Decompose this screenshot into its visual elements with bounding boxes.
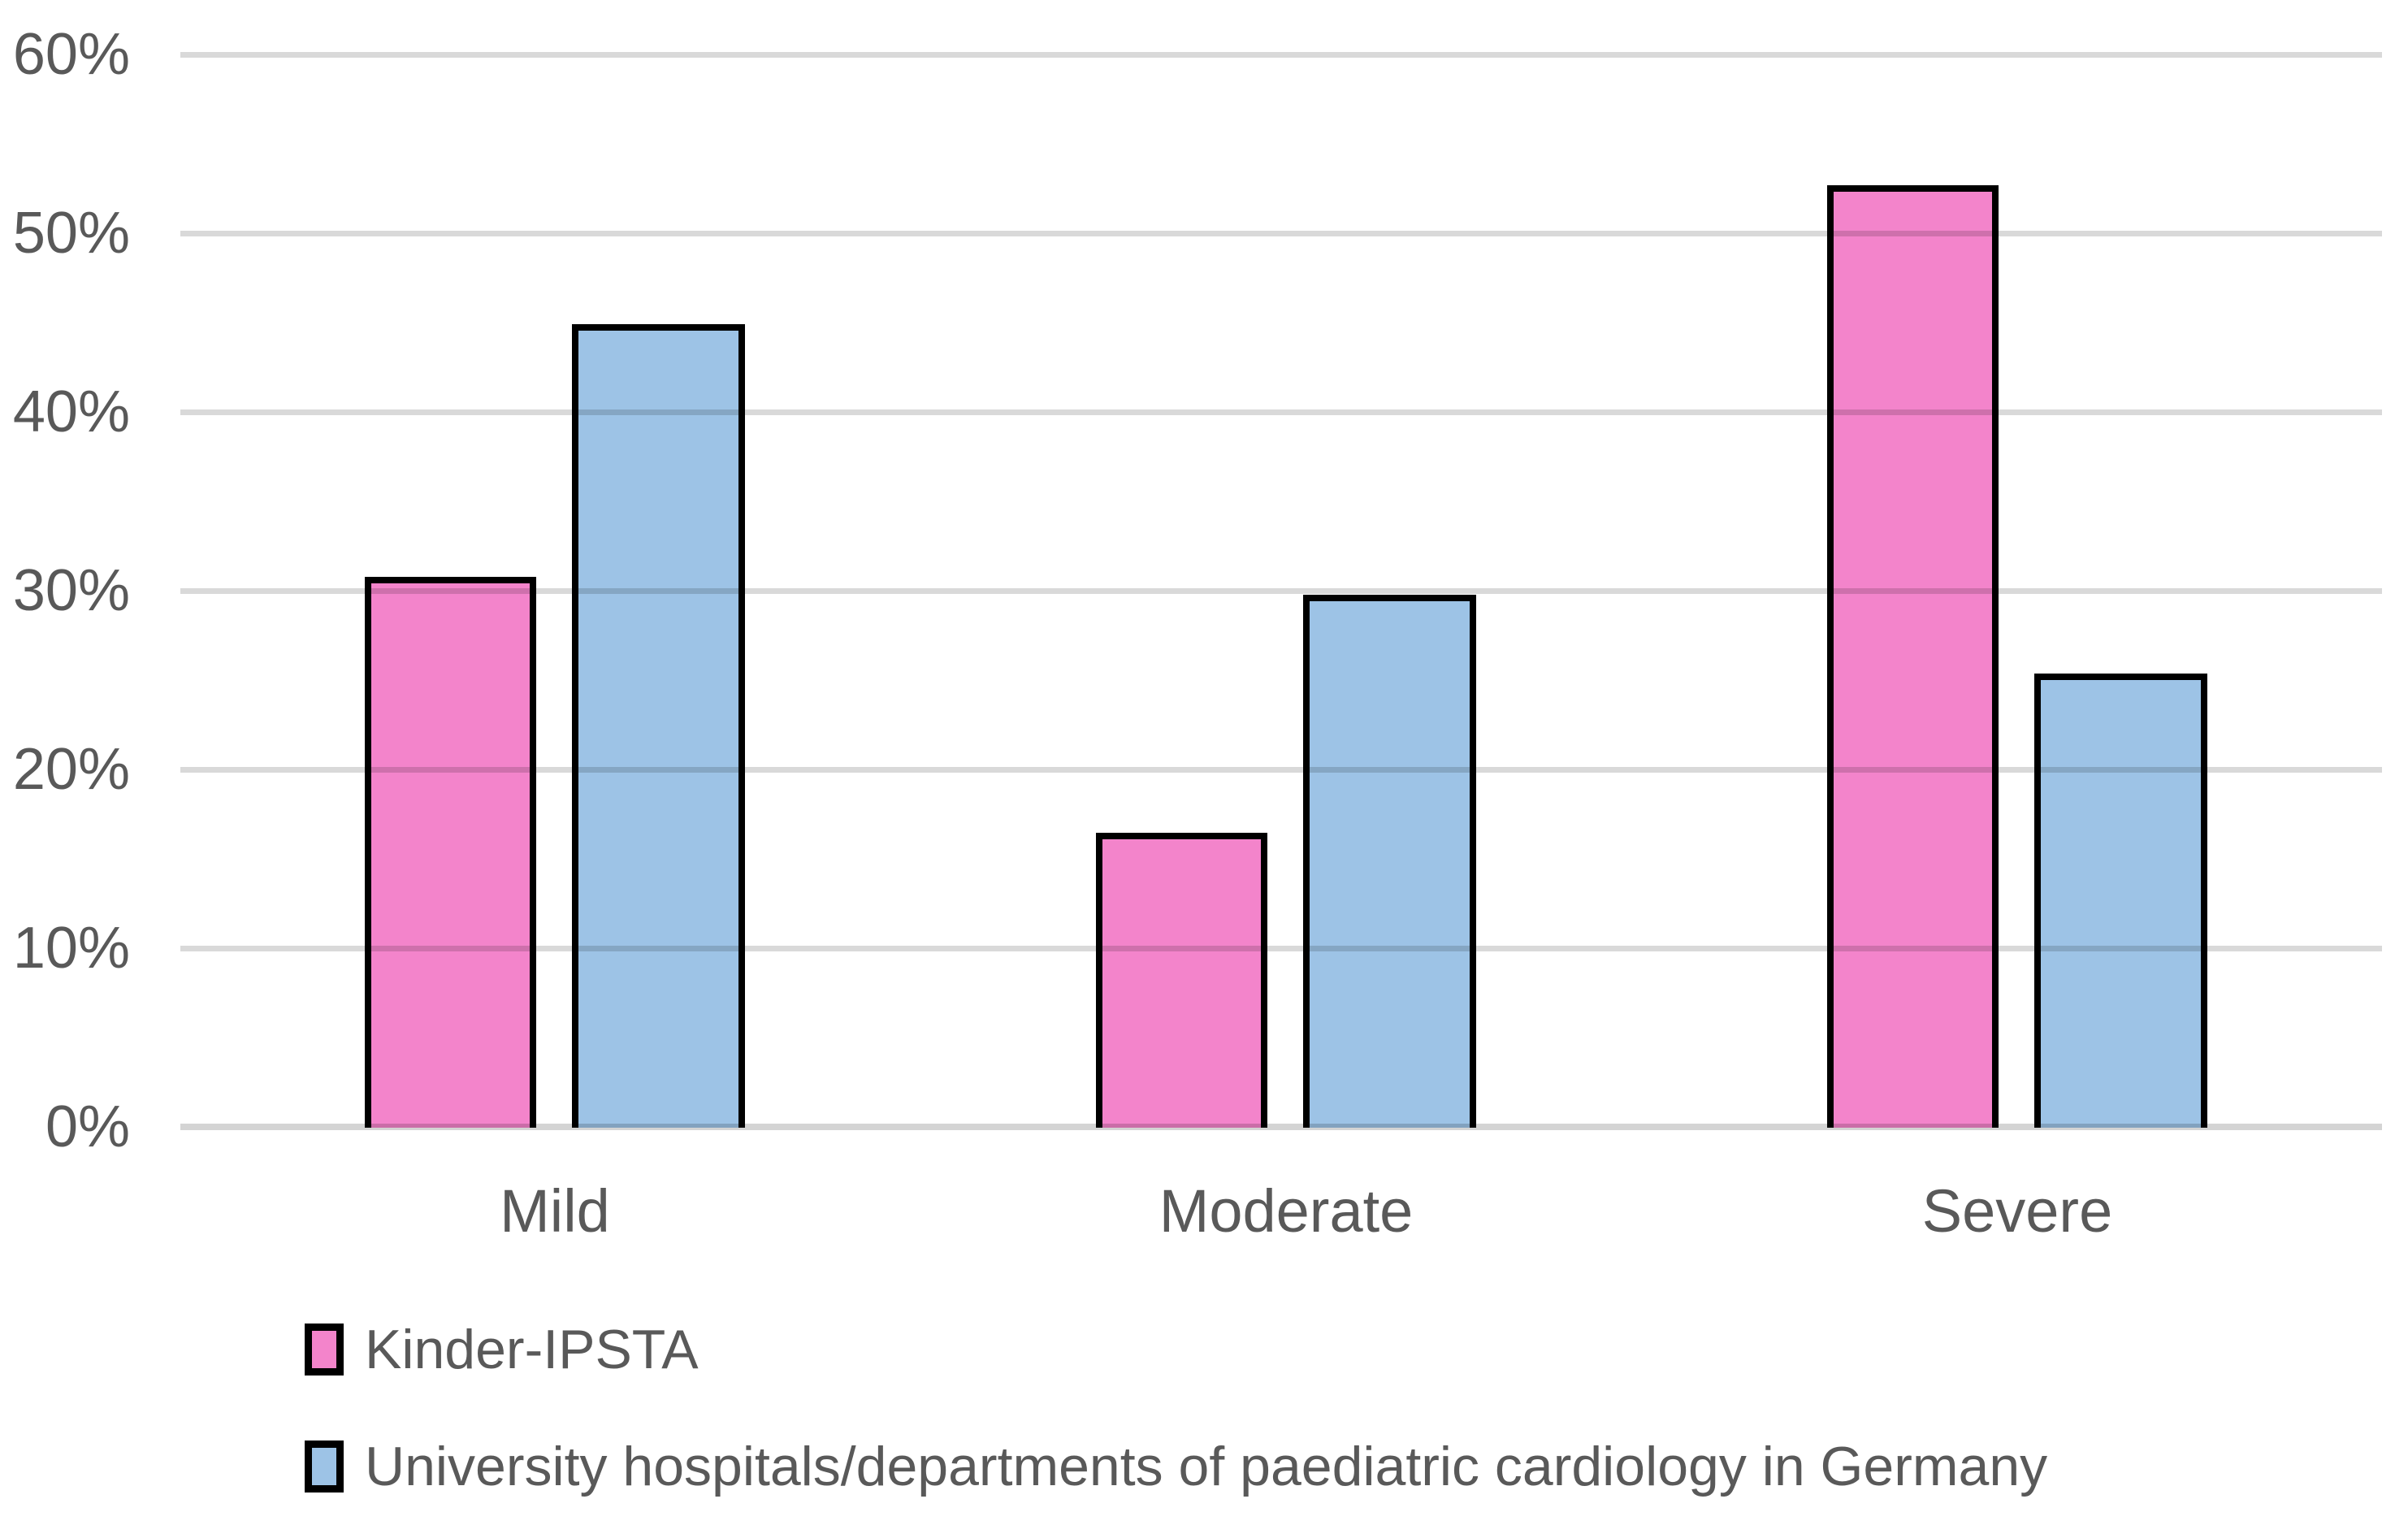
gridline: [180, 946, 2382, 951]
legend-swatch-kinder-ipsta: [305, 1324, 344, 1376]
y-axis-tick-label: 0%: [45, 1094, 130, 1159]
y-axis-tick-label: 50%: [12, 201, 130, 266]
y-axis-tick-label: 30%: [12, 558, 130, 623]
x-axis-line: [180, 1124, 2382, 1130]
bar-university-hospitals-mild: [572, 324, 745, 1128]
y-axis-tick-label: 10%: [12, 916, 130, 981]
y-axis-tick-label: 40%: [12, 379, 130, 444]
gridline: [180, 409, 2382, 415]
y-axis-tick-label: 20%: [12, 737, 130, 802]
legend-item-university-hospitals: University hospitals/departments of paed…: [305, 1437, 2047, 1496]
bar-university-hospitals-moderate: [1303, 595, 1476, 1128]
gridline: [180, 231, 2382, 236]
gridline: [180, 588, 2382, 594]
gridline: [180, 767, 2382, 773]
bar-kinder-ipsta-mild: [365, 577, 536, 1128]
legend-item-kinder-ipsta: Kinder-IPSTA: [305, 1320, 699, 1379]
y-axis-tick-label: 60%: [12, 22, 130, 87]
bar-kinder-ipsta-severe: [1827, 185, 1999, 1128]
gridline: [180, 52, 2382, 58]
x-axis-category-label-severe: Severe: [1921, 1177, 2113, 1245]
bar-university-hospitals-severe: [2034, 674, 2207, 1128]
legend-label-university-hospitals: University hospitals/departments of paed…: [365, 1436, 2048, 1497]
bar-kinder-ipsta-moderate: [1096, 833, 1267, 1128]
legend-swatch-university-hospitals: [305, 1441, 344, 1493]
x-axis-category-label-mild: Mild: [500, 1177, 610, 1245]
legend-label-kinder-ipsta: Kinder-IPSTA: [365, 1319, 699, 1380]
x-axis-category-label-moderate: Moderate: [1159, 1177, 1414, 1245]
